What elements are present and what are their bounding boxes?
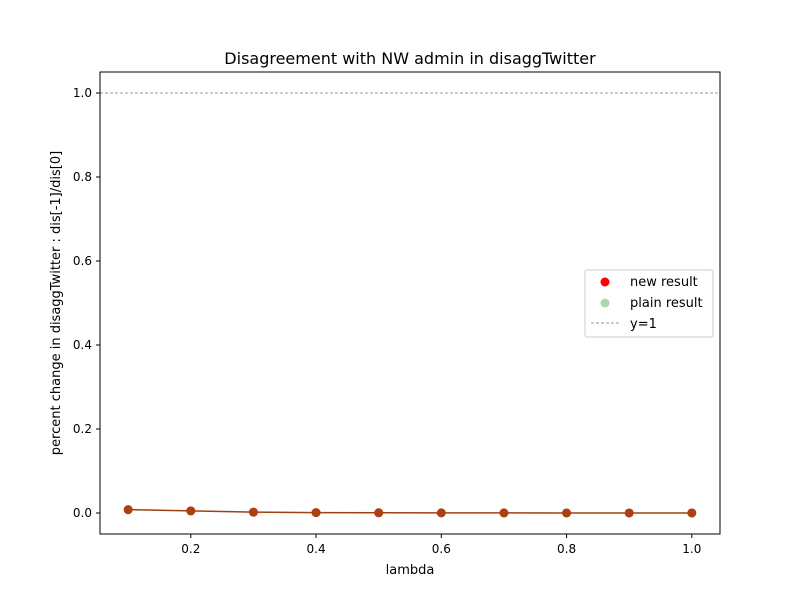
new-result-point xyxy=(624,508,634,518)
plain-result-point xyxy=(499,508,509,518)
y-axis: 0.0 0.2 0.4 0.6 0.8 1.0 xyxy=(73,86,100,520)
x-axis-label: lambda xyxy=(386,563,435,578)
legend-plain-result-label: plain result xyxy=(630,296,703,311)
plot-frame xyxy=(99,71,721,535)
plain-result-point xyxy=(123,505,133,515)
legend-reference-line-label: y=1 xyxy=(630,317,657,332)
legend-new-result-marker xyxy=(600,277,610,287)
x-tick-label: 0.6 xyxy=(432,542,451,556)
plot-area xyxy=(100,92,720,518)
plain-result-point xyxy=(436,508,446,518)
y-tick-label: 1.0 xyxy=(73,86,92,100)
y-tick-label: 0.8 xyxy=(73,170,92,184)
new-result-point xyxy=(186,506,196,516)
y-tick-label: 0.0 xyxy=(73,506,92,520)
result-connecting-line xyxy=(128,508,692,514)
y-tick-label: 0.2 xyxy=(73,422,92,436)
new-result-point xyxy=(436,508,446,518)
new-result-point xyxy=(311,508,321,518)
plain-result-point xyxy=(311,508,321,518)
x-tick-label: 0.4 xyxy=(307,542,326,556)
x-tick-label: 0.2 xyxy=(181,542,200,556)
legend-new-result-label: new result xyxy=(630,275,698,290)
new-result-point xyxy=(499,508,509,518)
plain-result-point xyxy=(562,508,572,518)
new-result-point xyxy=(123,505,133,515)
new-result-point xyxy=(562,508,572,518)
y-axis-label: percent change in disaggTwitter : dis[-1… xyxy=(49,151,64,455)
plain-result-point xyxy=(687,508,697,518)
chart-title: Disagreement with NW admin in disaggTwit… xyxy=(224,49,596,68)
legend: new result plain result y=1 xyxy=(584,269,714,338)
y-tick-label: 0.6 xyxy=(73,254,92,268)
x-tick-label: 0.8 xyxy=(557,542,576,556)
new-result-point xyxy=(248,507,258,517)
y-tick-label: 0.4 xyxy=(73,338,92,352)
plain-result-point xyxy=(248,507,258,517)
x-tick-label: 1.0 xyxy=(682,542,701,556)
plain-result-point xyxy=(186,506,196,516)
legend-box xyxy=(584,269,714,338)
new-result-point xyxy=(374,508,384,518)
plain-result-point xyxy=(624,508,634,518)
new-result-point xyxy=(687,508,697,518)
legend-plain-result-marker xyxy=(600,298,610,308)
plain-result-point xyxy=(374,508,384,518)
x-axis: 0.2 0.4 0.6 0.8 1.0 xyxy=(181,534,701,556)
